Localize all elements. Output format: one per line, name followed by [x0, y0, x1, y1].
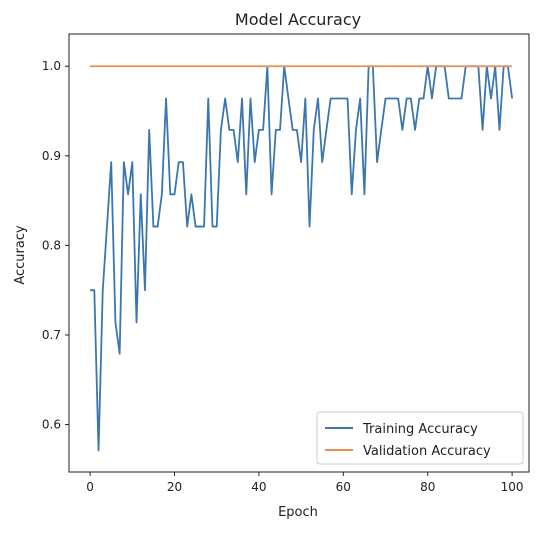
x-tick-label: 0 [86, 480, 94, 494]
legend-entry: Training Accuracy [362, 422, 478, 437]
x-tick-label: 20 [167, 480, 182, 494]
y-axis: 0.6 0.7 0.8 0.9 1.0 [42, 59, 69, 432]
x-axis: 0 20 40 60 80 100 [86, 472, 524, 494]
y-tick-label: 0.9 [42, 149, 61, 163]
y-tick-label: 1.0 [42, 59, 61, 73]
x-tick-label: 80 [420, 480, 435, 494]
x-tick-label: 60 [336, 480, 351, 494]
legend-entry: Validation Accuracy [363, 444, 491, 459]
y-tick-label: 0.6 [42, 418, 61, 432]
series-layer [90, 65, 514, 452]
x-tick-label: 100 [501, 480, 524, 494]
legend: Training Accuracy Validation Accuracy [316, 411, 524, 465]
chart-title: Model Accuracy [235, 10, 361, 29]
y-axis-label: Accuracy [13, 225, 28, 285]
x-axis-label: Epoch [278, 505, 318, 520]
x-tick-label: 40 [251, 480, 266, 494]
legend-box [316, 411, 524, 465]
y-tick-label: 0.7 [42, 328, 61, 342]
y-tick-label: 0.8 [42, 238, 61, 252]
